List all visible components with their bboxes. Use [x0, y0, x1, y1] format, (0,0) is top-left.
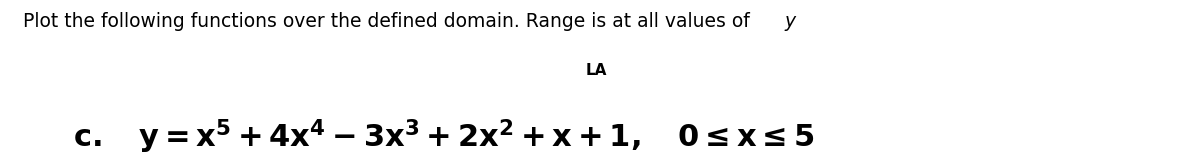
Text: $\mathbf{c. \quad y = x^5 + 4x^4 - 3x^3 + 2x^2 + x + 1, \quad 0 \leq x \leq 5}$: $\mathbf{c. \quad y = x^5 + 4x^4 - 3x^3 … [73, 118, 815, 156]
Text: y: y [785, 12, 796, 31]
Text: LA: LA [586, 63, 607, 78]
Text: Plot the following functions over the defined domain. Range is at all values of: Plot the following functions over the de… [23, 12, 756, 31]
